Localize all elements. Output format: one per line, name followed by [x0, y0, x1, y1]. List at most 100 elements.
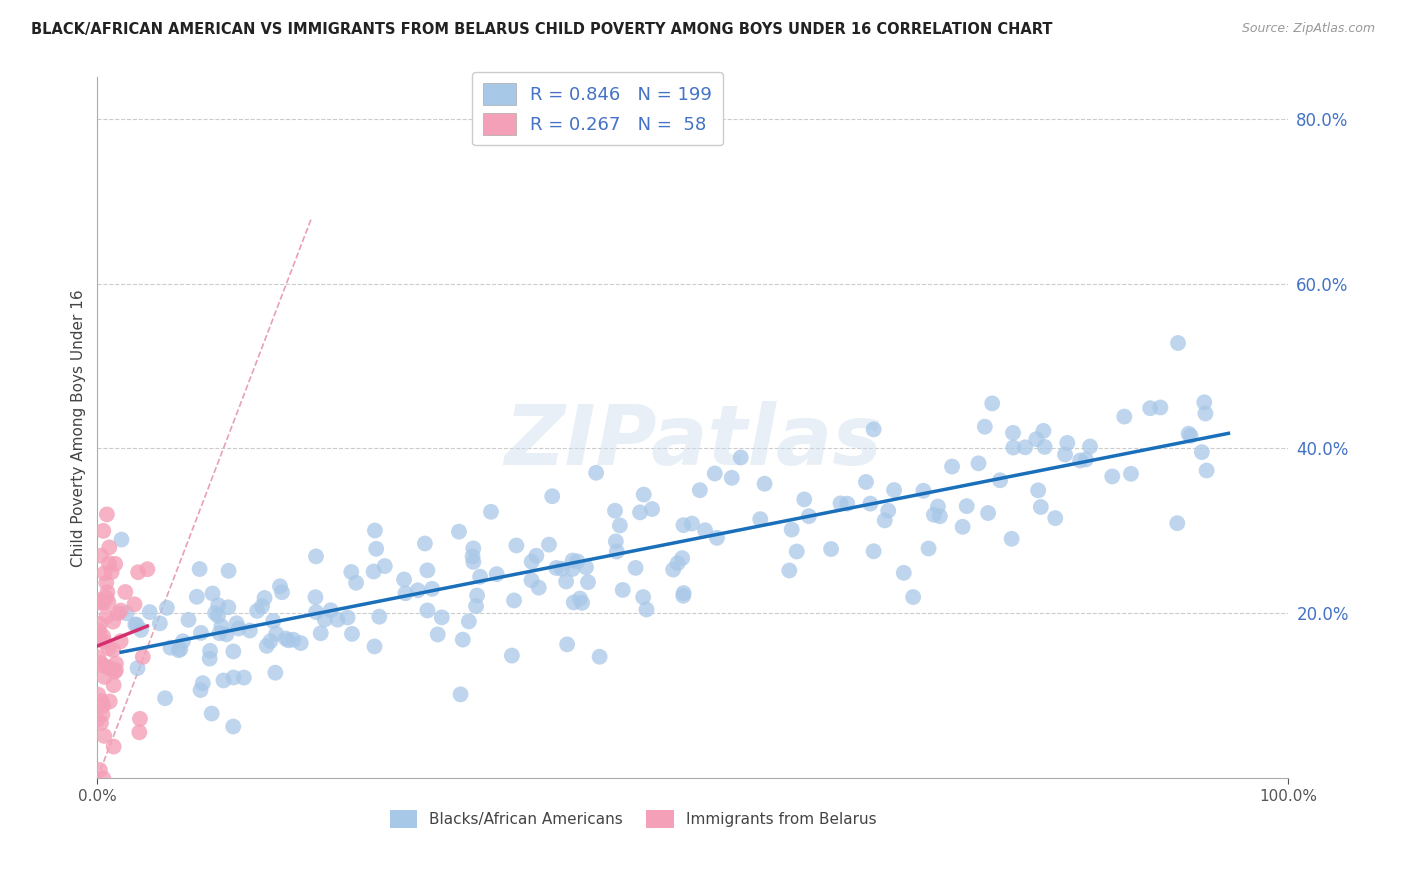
Point — [561, 553, 583, 567]
Point — [259, 634, 281, 648]
Point — [681, 516, 703, 531]
Point — [922, 508, 945, 522]
Point — [128, 725, 150, 739]
Point — [104, 657, 127, 671]
Point — [177, 613, 200, 627]
Point — [561, 562, 583, 576]
Point — [1177, 426, 1199, 441]
Point — [641, 502, 664, 516]
Point — [893, 566, 915, 580]
Point — [110, 603, 132, 617]
Point — [274, 632, 297, 646]
Point — [305, 549, 328, 564]
Point — [503, 593, 526, 607]
Point — [190, 626, 212, 640]
Point — [103, 678, 125, 692]
Point — [363, 640, 385, 654]
Point — [568, 591, 591, 606]
Point — [1166, 516, 1188, 531]
Point — [505, 539, 527, 553]
Point — [218, 564, 240, 578]
Point — [797, 509, 820, 524]
Point — [973, 419, 995, 434]
Point — [952, 520, 974, 534]
Point — [1033, 440, 1056, 454]
Point — [754, 476, 776, 491]
Point — [110, 634, 132, 648]
Point — [631, 590, 654, 604]
Text: Source: ZipAtlas.com: Source: ZipAtlas.com — [1241, 22, 1375, 36]
Point — [138, 605, 160, 619]
Point — [1026, 483, 1049, 498]
Point — [97, 556, 120, 570]
Point — [156, 600, 179, 615]
Point — [588, 649, 610, 664]
Point — [609, 518, 631, 533]
Point — [305, 605, 328, 619]
Point — [222, 720, 245, 734]
Point — [208, 626, 231, 640]
Point — [104, 557, 127, 571]
Point — [89, 624, 111, 638]
Point — [309, 626, 332, 640]
Point — [628, 505, 651, 519]
Point — [1167, 336, 1189, 351]
Point — [96, 508, 118, 522]
Point — [87, 650, 110, 665]
Point — [1002, 425, 1025, 440]
Point — [666, 556, 689, 570]
Point — [541, 489, 564, 503]
Point — [209, 619, 232, 633]
Point — [671, 551, 693, 566]
Legend: Blacks/African Americans, Immigrants from Belarus: Blacks/African Americans, Immigrants fro… — [384, 804, 883, 834]
Point — [127, 661, 149, 675]
Point — [110, 533, 132, 547]
Point — [555, 637, 578, 651]
Point — [555, 574, 578, 589]
Point — [103, 739, 125, 754]
Point — [567, 554, 589, 568]
Point — [830, 496, 852, 510]
Point — [89, 596, 111, 610]
Point — [153, 691, 176, 706]
Point — [1045, 511, 1067, 525]
Point — [96, 591, 118, 605]
Point — [672, 586, 695, 600]
Point — [91, 707, 114, 722]
Point — [215, 627, 238, 641]
Point — [720, 471, 742, 485]
Point — [101, 615, 124, 629]
Point — [129, 712, 152, 726]
Point — [97, 595, 120, 609]
Point — [136, 562, 159, 576]
Point — [1029, 500, 1052, 514]
Point — [1054, 448, 1077, 462]
Point — [524, 549, 547, 563]
Point — [1002, 441, 1025, 455]
Point — [93, 634, 115, 648]
Point — [1069, 453, 1091, 467]
Point — [124, 617, 146, 632]
Point — [125, 617, 148, 632]
Point — [416, 603, 439, 617]
Point — [1180, 429, 1202, 443]
Point — [430, 610, 453, 624]
Point — [98, 694, 121, 708]
Point — [363, 565, 385, 579]
Point — [1194, 407, 1216, 421]
Point — [104, 663, 127, 677]
Point — [406, 583, 429, 598]
Point — [217, 600, 239, 615]
Point — [186, 590, 208, 604]
Point — [90, 715, 112, 730]
Point — [91, 698, 114, 713]
Point — [100, 565, 122, 579]
Point — [877, 504, 900, 518]
Point — [1195, 463, 1218, 477]
Point — [413, 536, 436, 550]
Point — [636, 602, 658, 616]
Point — [319, 603, 342, 617]
Point — [447, 524, 470, 539]
Point — [967, 456, 990, 470]
Point — [90, 632, 112, 647]
